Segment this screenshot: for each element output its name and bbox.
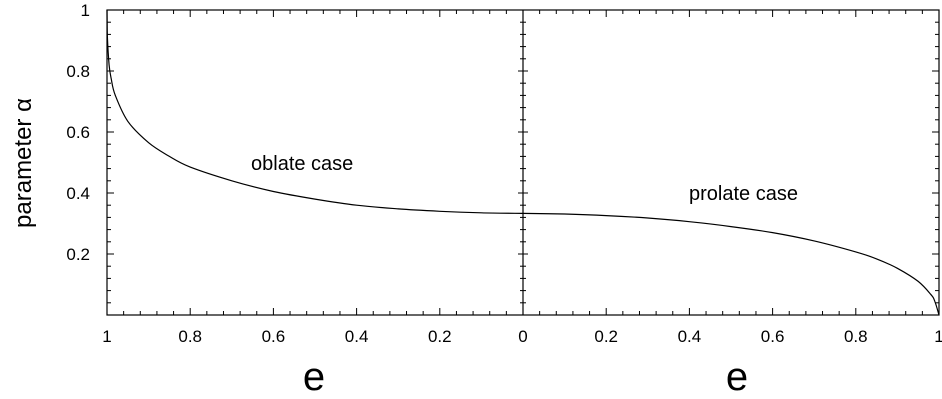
x-tick-label: 1	[934, 327, 942, 346]
x-axis-title-prolate: e	[726, 355, 748, 399]
y-tick-label: 0.4	[66, 184, 90, 203]
y-axis-title: parameter α	[10, 98, 37, 228]
curve-prolate	[522, 212, 940, 316]
y-tick-label: 1	[81, 1, 90, 20]
x-tick-label: 1	[102, 327, 111, 346]
x-tick-label: 0.4	[345, 327, 369, 346]
annotation-prolate: prolate case	[689, 183, 798, 205]
labels-layer: 0.2 0.4 0.6 0.8 1 1 0.8 0.6 0.4 0.2 0 0.2 0.4 0.6 0.8 1	[66, 1, 942, 346]
x-tick-label: 0	[518, 327, 527, 346]
curves-layer	[106, 9, 940, 316]
x-tick-label: 0.4	[678, 327, 702, 346]
ticks-layer	[106, 9, 940, 316]
x-tick-label: 0.8	[178, 327, 202, 346]
x-tick-label: 0.2	[428, 327, 452, 346]
y-tick-label: 0.6	[66, 123, 90, 142]
curve-oblate	[106, 9, 524, 214]
x-tick-label: 0.6	[761, 327, 785, 346]
x-axis-title-oblate: e	[303, 355, 325, 399]
x-tick-label: 0.8	[844, 327, 868, 346]
y-tick-label: 0.2	[66, 245, 90, 264]
annotation-oblate: oblate case	[251, 153, 353, 175]
y-tick-label: 0.8	[66, 62, 90, 81]
x-tick-label: 0.6	[262, 327, 286, 346]
x-tick-label: 0.2	[594, 327, 618, 346]
